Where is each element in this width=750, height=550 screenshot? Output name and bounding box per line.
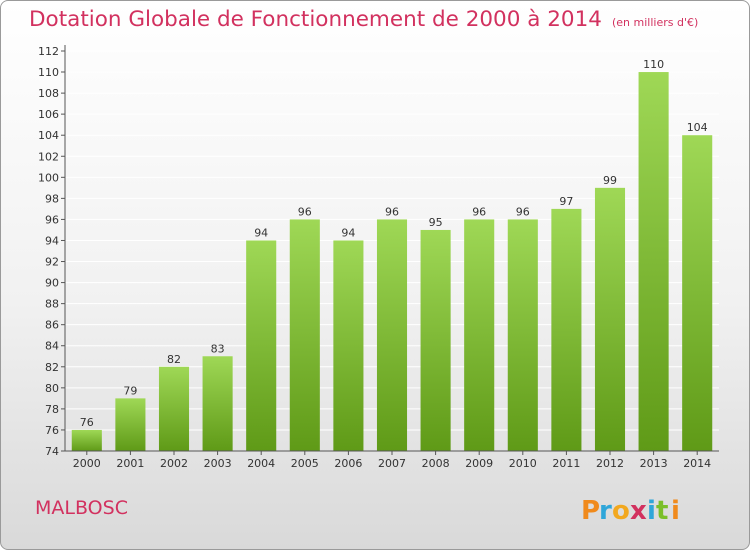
svg-text:i: i (647, 496, 656, 526)
x-tick-label: 2000 (73, 457, 101, 470)
y-tick-label: 86 (45, 319, 59, 332)
bar (246, 240, 277, 451)
svg-text:P: P (581, 496, 600, 526)
data-label: 99 (603, 174, 617, 187)
x-tick-label: 2010 (509, 457, 537, 470)
svg-text:o: o (612, 496, 630, 526)
proxiti-logo: P r o x i t i (581, 496, 680, 526)
y-tick-label: 110 (38, 66, 59, 79)
x-tick-label: 2006 (334, 457, 362, 470)
data-label: 94 (341, 226, 355, 239)
y-tick-label: 100 (38, 171, 59, 184)
bar (115, 398, 146, 451)
x-tick-label: 2005 (291, 457, 319, 470)
data-label: 95 (429, 216, 443, 229)
data-label: 94 (254, 226, 268, 239)
y-tick-label: 106 (38, 108, 59, 121)
bar (71, 429, 102, 451)
bar (158, 366, 190, 451)
y-tick-label: 108 (38, 87, 59, 100)
y-tick-label: 74 (45, 445, 59, 458)
data-label: 97 (559, 195, 573, 208)
bar (376, 219, 408, 451)
x-tick-label: 2011 (552, 457, 580, 470)
data-label: 96 (385, 205, 399, 218)
y-tick-label: 76 (45, 424, 59, 437)
bar (420, 229, 451, 451)
x-tick-label: 2002 (160, 457, 188, 470)
y-tick-label: 102 (38, 150, 59, 163)
y-tick-label: 84 (45, 340, 59, 353)
y-tick-label: 96 (45, 213, 59, 226)
y-tick-label: 78 (45, 403, 59, 416)
data-label: 104 (687, 121, 708, 134)
bar (507, 219, 538, 451)
y-tick-label: 88 (45, 298, 59, 311)
bar (551, 208, 582, 451)
bar (594, 187, 626, 451)
bar (333, 240, 364, 451)
bar (202, 356, 233, 451)
bar (464, 219, 495, 451)
x-tick-label: 2013 (640, 457, 668, 470)
chart-title-text: Dotation Globale de Fonctionnement de 20… (29, 7, 602, 32)
svg-text:t: t (656, 496, 668, 526)
y-tick-label: 80 (45, 382, 59, 395)
svg-text:r: r (599, 496, 612, 526)
bar (289, 219, 320, 451)
chart-title: Dotation Globale de Fonctionnement de 20… (29, 7, 698, 32)
x-tick-label: 2003 (204, 457, 232, 470)
bar (638, 72, 669, 451)
y-tick-label: 104 (38, 129, 59, 142)
y-tick-label: 90 (45, 277, 59, 290)
y-tick-label: 112 (38, 45, 59, 58)
data-label: 96 (516, 205, 530, 218)
y-tick-label: 92 (45, 256, 59, 269)
x-tick-label: 2004 (247, 457, 275, 470)
y-tick-label: 98 (45, 192, 59, 205)
chart-subtitle: (en milliers d'€) (611, 16, 699, 29)
bar (682, 135, 713, 452)
data-label: 79 (123, 384, 137, 397)
x-tick-label: 2012 (596, 457, 624, 470)
svg-text:x: x (630, 496, 647, 526)
commune-name: MALBOSC (35, 497, 128, 519)
x-tick-label: 2001 (116, 457, 144, 470)
y-tick-label: 82 (45, 361, 59, 374)
x-tick-label: 2009 (465, 457, 493, 470)
data-label: 96 (298, 205, 312, 218)
data-label: 83 (211, 342, 225, 355)
x-tick-label: 2007 (378, 457, 406, 470)
x-tick-label: 2008 (422, 457, 450, 470)
data-label: 110 (643, 58, 664, 71)
x-tick-label: 2014 (683, 457, 711, 470)
data-label: 76 (80, 416, 94, 429)
data-label: 82 (167, 353, 181, 366)
data-label: 96 (472, 205, 486, 218)
svg-text:i: i (671, 496, 680, 526)
y-tick-label: 94 (45, 234, 59, 247)
